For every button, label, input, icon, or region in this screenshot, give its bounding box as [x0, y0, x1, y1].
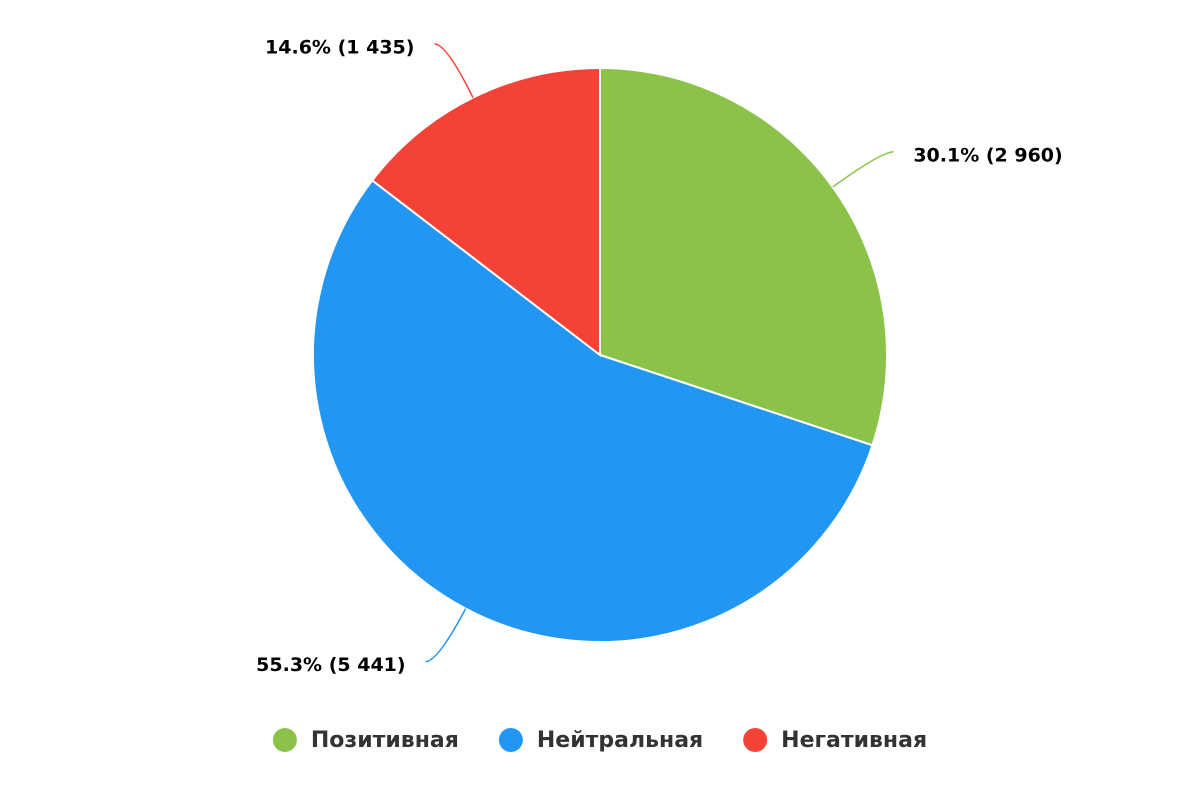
leader-line	[425, 608, 467, 663]
data-label: 55.3% (5 441)	[256, 654, 405, 676]
pie-slice	[312, 178, 874, 643]
legend-label[interactable]: Негативная	[781, 728, 927, 753]
leader-line	[832, 151, 894, 188]
legend-marker[interactable]	[498, 728, 523, 752]
leader-line	[434, 43, 474, 98]
legend-marker[interactable]	[743, 728, 768, 752]
pie-slice	[599, 66, 888, 447]
data-label: 30.1% (2 960)	[913, 144, 1062, 166]
pie-slice	[370, 66, 601, 358]
data-label: 14.6% (1 435)	[265, 36, 414, 58]
legend-marker[interactable]	[272, 728, 297, 752]
legend-label[interactable]: Позитивная	[311, 728, 459, 753]
legend-label[interactable]: Нейтральная	[537, 728, 703, 753]
